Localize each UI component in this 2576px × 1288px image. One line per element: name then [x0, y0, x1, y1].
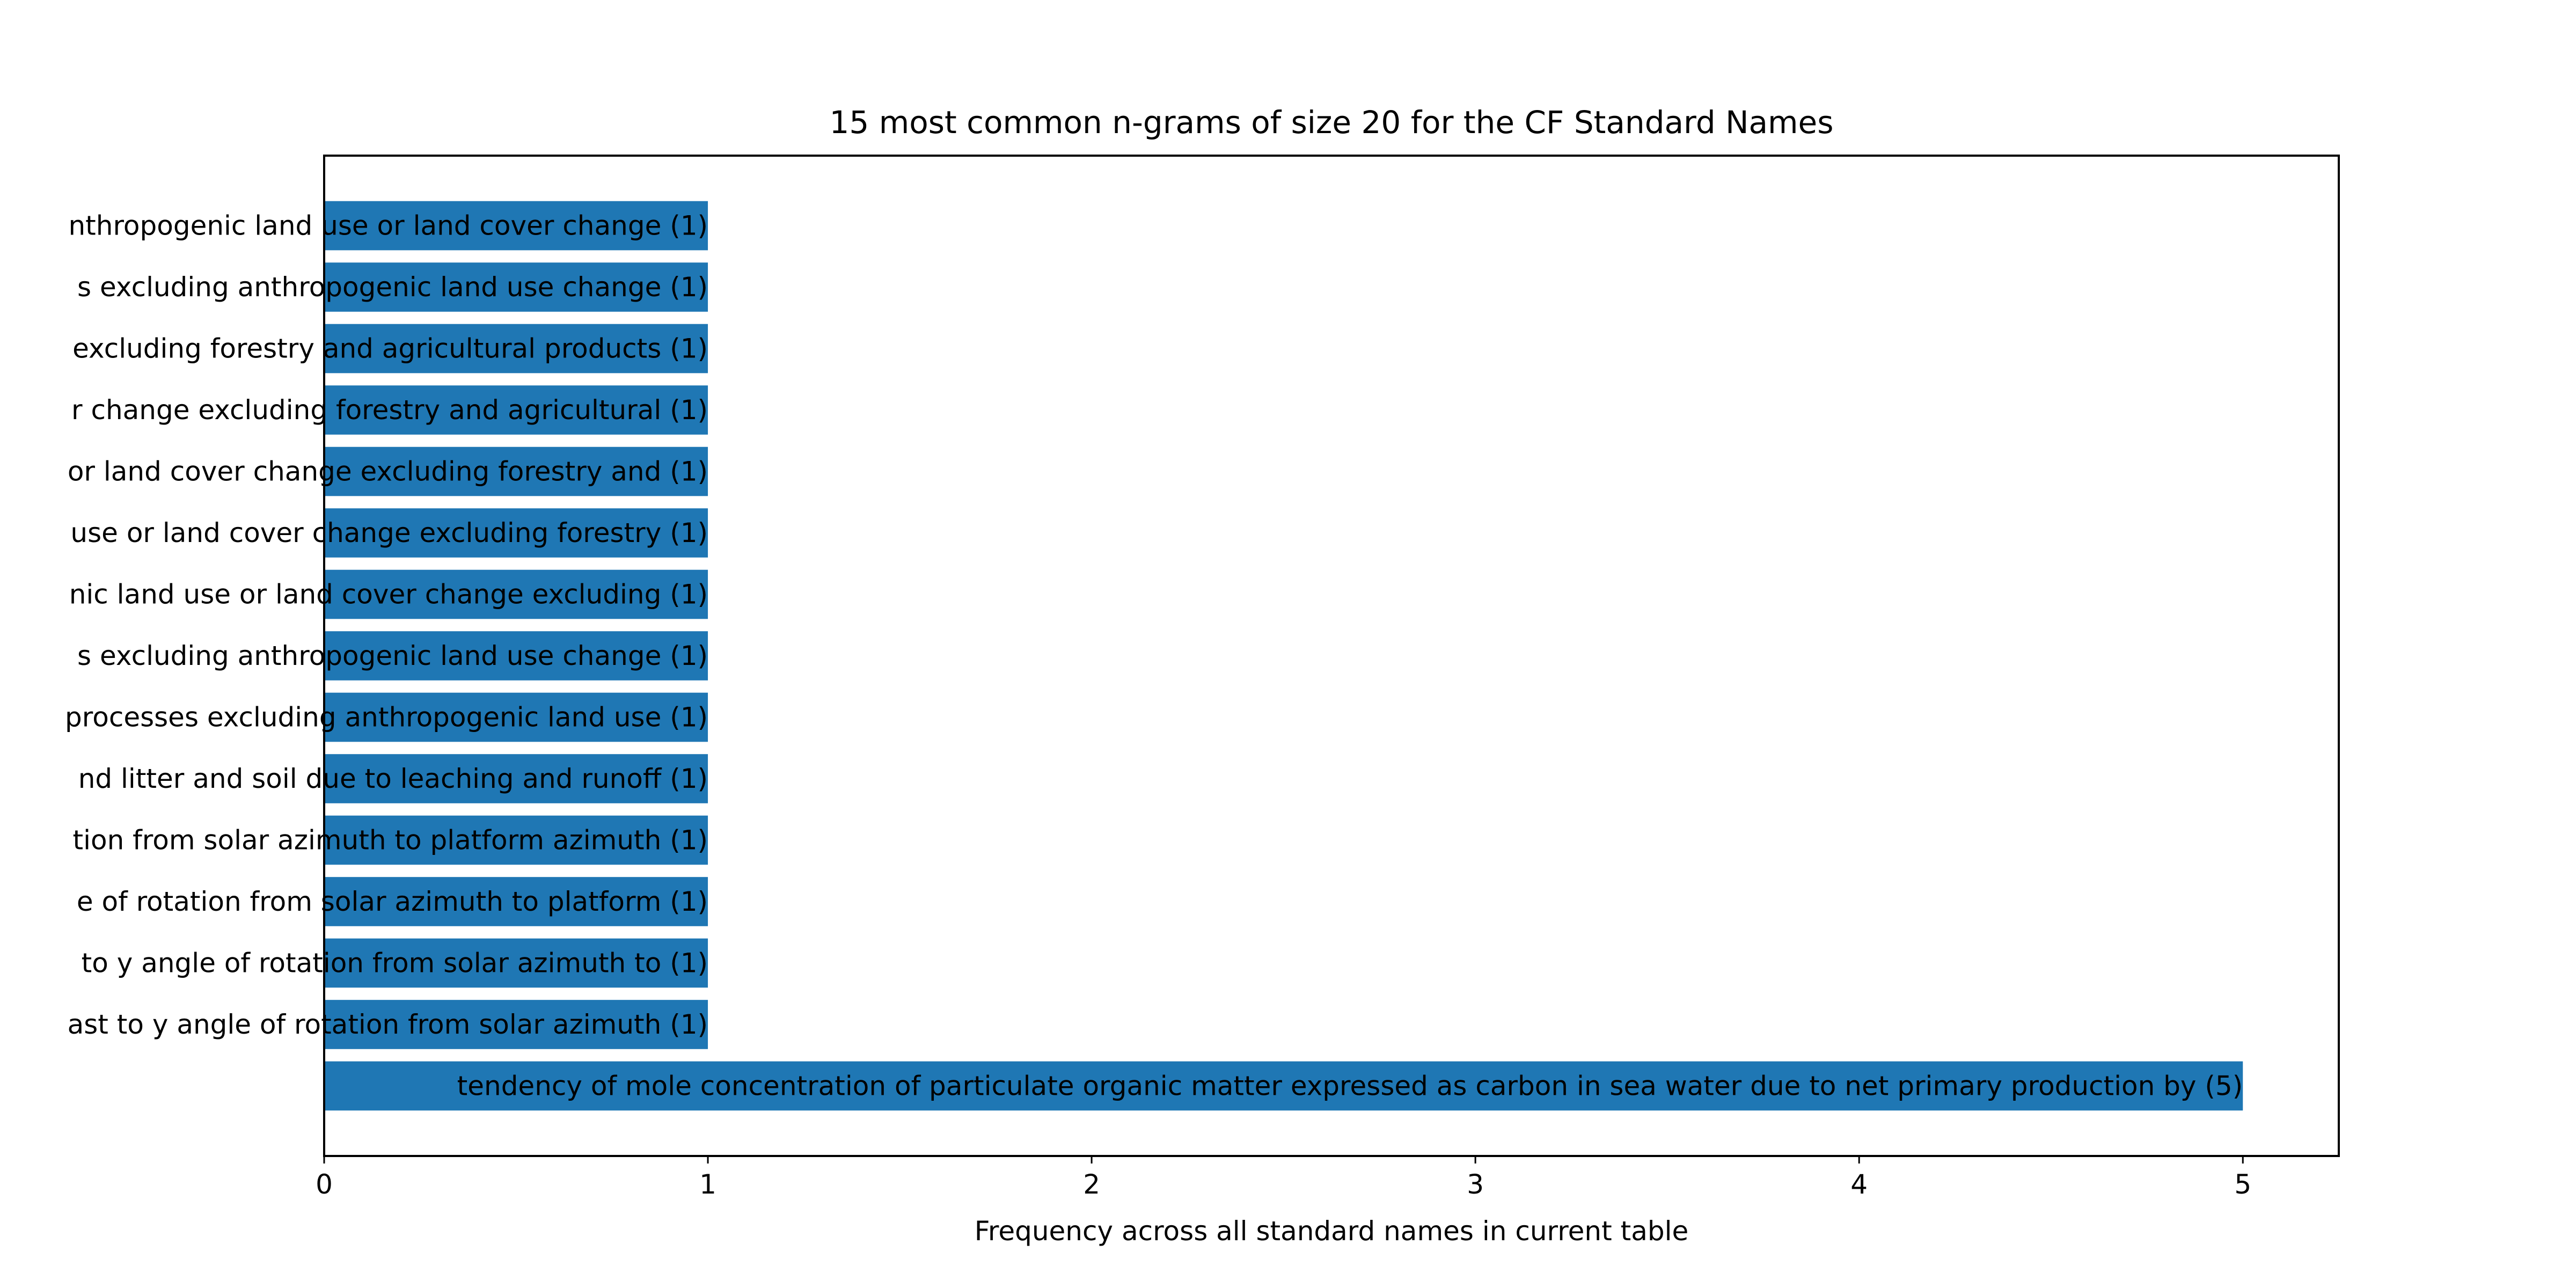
- bar-label: ast to y angle of rotation from solar az…: [68, 1009, 708, 1040]
- bar: [324, 1061, 2243, 1111]
- bar: [324, 754, 708, 803]
- bar-labels-layer: tendency of mole concentration of partic…: [65, 210, 2243, 1102]
- x-axis-label: Frequency across all standard names in c…: [975, 1216, 1688, 1247]
- bar-label: use or land cover change excluding fores…: [70, 517, 708, 548]
- plot-frame: [323, 155, 2340, 1157]
- chart-title: 15 most common n-grams of size 20 for th…: [830, 104, 1834, 141]
- bar-label: tion from solar azimuth to platform azim…: [73, 824, 708, 855]
- bars-layer: [324, 201, 2243, 1111]
- bar-label: tendency of mole concentration of partic…: [457, 1070, 2243, 1101]
- bar: [324, 324, 708, 374]
- bar: [324, 262, 708, 312]
- bar: [324, 692, 708, 742]
- bar: [324, 447, 708, 496]
- bar: [324, 569, 708, 619]
- bar-label: processes excluding anthropogenic land u…: [65, 701, 708, 733]
- bar: [324, 1000, 708, 1049]
- bar-label: nic land use or land cover change exclud…: [69, 579, 708, 610]
- bar: [324, 201, 708, 251]
- bar-label: or land cover change excluding forestry …: [68, 456, 708, 487]
- x-tick-label: 3: [1467, 1169, 1484, 1200]
- x-tick-label: 2: [1083, 1169, 1100, 1200]
- bar-label: s excluding anthropogenic land use chang…: [77, 640, 708, 671]
- bar-label: s excluding anthropogenic land use chang…: [77, 272, 708, 303]
- x-tick-label: 5: [2234, 1169, 2251, 1200]
- bar-label: nthropogenic land use or land cover chan…: [68, 210, 708, 241]
- bar-label: excluding forestry and agricultural prod…: [72, 333, 708, 364]
- x-tick-label: 1: [699, 1169, 716, 1200]
- bar: [324, 385, 708, 435]
- bar-label: e of rotation from solar azimuth to plat…: [77, 886, 708, 917]
- bar-label: r change excluding forestry and agricult…: [71, 394, 708, 426]
- bar: [324, 631, 708, 680]
- x-axis-ticks: 0 1 2 3 4 5: [316, 1156, 2251, 1200]
- bar-label: to y angle of rotation from solar azimut…: [82, 947, 708, 978]
- bar: [324, 938, 708, 988]
- bar-label: nd litter and soil due to leaching and r…: [78, 763, 708, 794]
- x-tick-label: 4: [1850, 1169, 1868, 1200]
- x-tick-label: 0: [316, 1169, 333, 1200]
- bar: [324, 815, 708, 865]
- bar: [324, 877, 708, 926]
- bar: [324, 508, 708, 558]
